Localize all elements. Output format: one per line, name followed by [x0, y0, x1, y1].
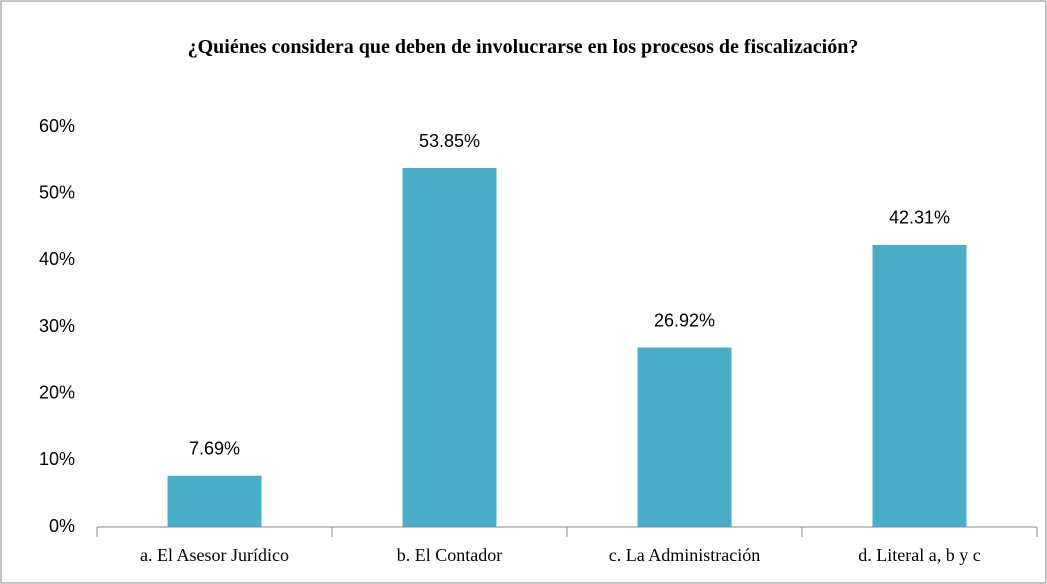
x-tick-label: a. El Asesor Jurídico — [140, 545, 289, 565]
x-tick-label: b. El Contador — [397, 545, 503, 565]
y-tick-label: 60% — [39, 116, 75, 136]
bar — [402, 168, 497, 527]
y-tick-label: 40% — [39, 249, 75, 269]
data-label: 26.92% — [654, 310, 715, 330]
bar — [637, 347, 732, 527]
bar — [872, 244, 967, 527]
y-tick-label: 10% — [39, 449, 75, 469]
y-tick-label: 20% — [39, 382, 75, 402]
data-label: 42.31% — [889, 208, 950, 228]
y-tick-label: 30% — [39, 316, 75, 336]
data-label: 7.69% — [189, 438, 240, 458]
y-tick-label: 50% — [39, 182, 75, 202]
data-label: 53.85% — [419, 131, 480, 151]
x-tick-label: c. La Administración — [609, 545, 760, 565]
bar — [167, 475, 262, 527]
y-tick-label: 0% — [49, 516, 75, 536]
chart-title: ¿Quiénes considera que deben de involucr… — [187, 36, 859, 58]
x-tick-label: d. Literal a, b y c — [858, 545, 980, 565]
